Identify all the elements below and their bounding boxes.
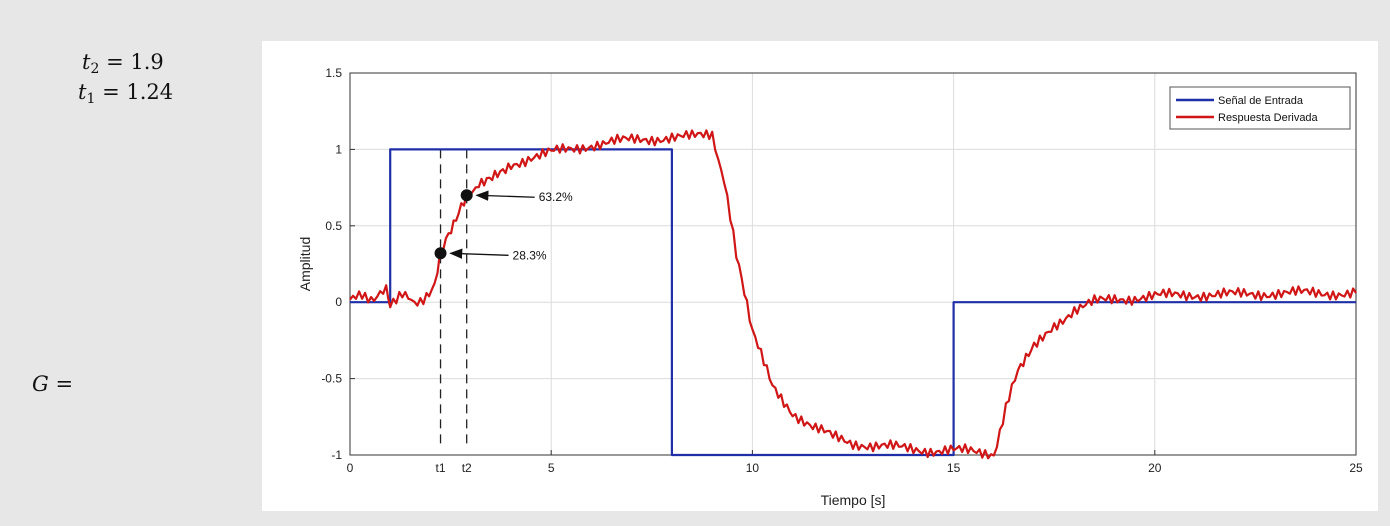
grid-layer (349, 72, 1357, 456)
series-layer (349, 129, 1357, 460)
series-line-respuesta (349, 129, 1357, 460)
x-tick-label: 15 (947, 461, 961, 475)
point-arrow-2 (475, 190, 535, 201)
eq-t1-var: t (78, 80, 87, 104)
x-tick-label: 25 (1349, 461, 1363, 475)
y-tick-label: 0 (335, 295, 342, 309)
x-tick-label-t2: t2 (462, 461, 472, 475)
y-tick-label: -1 (331, 448, 342, 462)
eq-t1-rhs: = 1.24 (102, 80, 174, 104)
equation-t2: t2 = 1.9 (82, 50, 164, 77)
legend-box (1169, 86, 1351, 130)
x-tick-label: 0 (347, 461, 354, 475)
y-axis-label: Amplitud (297, 237, 313, 291)
y-tick-label: 1 (335, 142, 342, 156)
legend-label-1: Señal de Entrada (1218, 95, 1304, 107)
tick-layer: 0 5 10 15 20 25 t1 t2 -1 -0.5 0 0.5 1 1.5 (321, 66, 1363, 475)
point-label-2: 63.2% (539, 190, 573, 204)
point-marker-2 (460, 189, 473, 202)
y-tick-label: -0.5 (321, 372, 342, 386)
eq-t1-sub: 1 (86, 91, 96, 107)
eq-t2-var: t (82, 50, 91, 74)
eq-g-rhs: = (55, 372, 74, 396)
y-tick-label: 0.5 (325, 219, 342, 233)
chart-figure: 0 5 10 15 20 25 t1 t2 -1 -0.5 0 0.5 1 1.5 28.3% 63.2% … (262, 41, 1378, 511)
legend: Señal de Entrada Respuesta Derivada (1169, 86, 1351, 130)
eq-g-lhs: G (32, 372, 49, 396)
x-tick-label: 20 (1148, 461, 1162, 475)
x-tick-label-t1: t1 (436, 461, 446, 475)
eq-t2-sub: 2 (90, 61, 100, 77)
series-line-entrada (350, 148, 1356, 457)
eq-t2-rhs: = 1.9 (106, 50, 164, 74)
point-marker-1 (434, 247, 447, 260)
equation-t1: t1 = 1.24 (78, 80, 173, 107)
points-layer: 28.3% 63.2% (434, 189, 573, 262)
legend-label-2: Respuesta Derivada (1218, 112, 1319, 124)
plot-frame (349, 72, 1357, 456)
equation-g: G = (32, 372, 73, 396)
y-tick-label: 1.5 (325, 66, 342, 80)
point-arrow-1 (449, 248, 509, 259)
x-axis-label: Tiempo [s] (821, 492, 886, 508)
x-tick-label: 5 (548, 461, 555, 475)
x-tick-label: 10 (746, 461, 760, 475)
point-label-1: 28.3% (513, 248, 547, 262)
